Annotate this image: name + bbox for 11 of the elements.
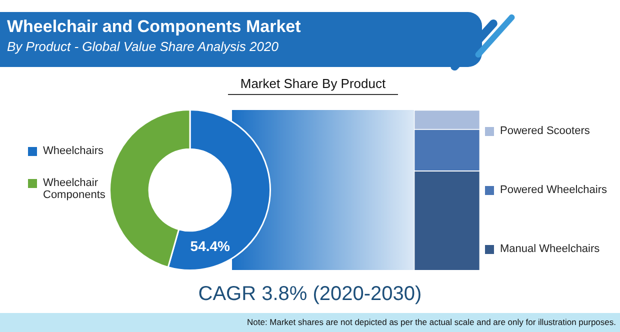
legend-label: Wheelchairs bbox=[43, 145, 104, 157]
legend-label: Powered Wheelchairs bbox=[500, 184, 607, 196]
legend-label: Powered Scooters bbox=[500, 125, 590, 137]
text: Market Share By Product bbox=[228, 76, 398, 95]
data-label: 54.4% bbox=[190, 238, 231, 254]
text: Note: Market shares are not depicted as per the actual scale and are only for illustration purposes. bbox=[246, 317, 616, 327]
chart-title: Wheelchair and Components Market bbox=[7, 17, 301, 37]
chart-subtitle: By Product - Global Value Share Analysis 2020 bbox=[7, 39, 278, 54]
text: CAGR 3.8% (2020-2030) bbox=[197, 283, 423, 306]
legend-label: Wheelchair Components bbox=[43, 177, 106, 201]
legend-label: Manual Wheelchairs bbox=[500, 243, 600, 255]
